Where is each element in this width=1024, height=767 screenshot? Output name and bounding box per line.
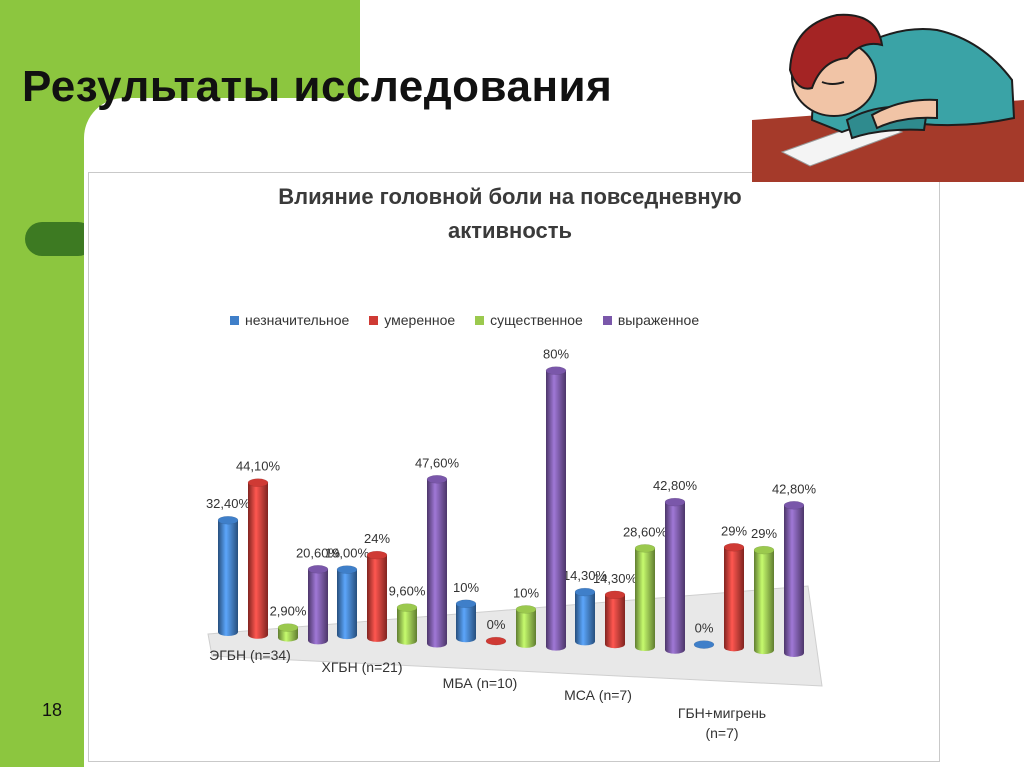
bar-3-1 xyxy=(604,590,626,649)
bar-3-2 xyxy=(634,544,656,652)
data-label: 24% xyxy=(364,531,390,546)
decorative-pill xyxy=(25,222,95,256)
data-label: 29% xyxy=(721,523,747,538)
legend-label-significant: существенное xyxy=(490,312,583,328)
chart-title: Влияние головной боли на повседневную ак… xyxy=(150,180,870,248)
bar-0-1 xyxy=(247,478,269,639)
category-label: ГБН+мигрень xyxy=(678,705,766,721)
bar-1-1 xyxy=(366,550,388,642)
legend-label-minor: незначительное xyxy=(245,312,350,328)
bar-0-2 xyxy=(277,623,299,642)
category-label: МБА (n=10) xyxy=(443,675,518,691)
data-label: 44,10% xyxy=(236,459,281,474)
bar-0-0 xyxy=(217,515,239,636)
bar-3-0 xyxy=(574,587,596,646)
legend-item-severe: выраженное xyxy=(602,312,700,328)
data-label: 42,80% xyxy=(772,481,817,496)
chart-title-line-1: Влияние головной боли на повседневную xyxy=(278,184,742,209)
green-side-strip xyxy=(0,0,84,767)
bar-2-2 xyxy=(515,605,537,648)
data-label: 0% xyxy=(695,621,714,636)
bar-4-0 xyxy=(693,640,715,649)
slide-title: Результаты исследования xyxy=(22,62,613,111)
legend-label-severe: выраженное xyxy=(617,312,700,328)
category-label: ЭГБН (n=34) xyxy=(209,647,291,663)
data-label: 42,80% xyxy=(653,478,698,493)
data-label: 14,30% xyxy=(593,571,638,586)
legend-item-significant: существенное xyxy=(475,312,583,328)
bar-2-3 xyxy=(545,366,567,651)
legend-swatch-moderate xyxy=(369,315,379,325)
data-label: 9,60% xyxy=(389,584,426,599)
bar-2-0 xyxy=(455,599,477,643)
chart-legend: незначительное умеренное существенное вы… xyxy=(230,312,699,328)
bar-1-2 xyxy=(396,603,418,645)
category-label: МСА (n=7) xyxy=(564,687,632,703)
bar-0-3 xyxy=(307,565,329,645)
data-label: 29% xyxy=(751,526,777,541)
bar-4-2 xyxy=(753,545,775,655)
data-label: 19,00% xyxy=(325,546,370,561)
legend-swatch-minor xyxy=(230,315,239,325)
data-label: 80% xyxy=(543,347,569,362)
bar-4-1 xyxy=(723,543,745,652)
chart-title-line-2: активность xyxy=(447,218,573,243)
bar-4-3 xyxy=(783,501,805,657)
data-label: 20,60% xyxy=(296,545,341,560)
data-label: 14,30% xyxy=(563,568,608,583)
page-number: 18 xyxy=(42,700,63,720)
data-label: 2,90% xyxy=(270,604,307,619)
legend-item-moderate: умеренное xyxy=(369,312,455,328)
bar-3-3 xyxy=(664,497,686,654)
data-label: 0% xyxy=(487,617,506,632)
category-label: ХГБН (n=21) xyxy=(322,659,403,675)
bar-1-3 xyxy=(426,475,448,648)
legend-label-moderate: умеренное xyxy=(384,312,456,328)
sleeping-person-icon xyxy=(752,13,1024,182)
legend-swatch-significant xyxy=(475,315,485,325)
bar-1-0 xyxy=(336,565,358,640)
data-label: 32,40% xyxy=(206,496,251,511)
data-label: 47,60% xyxy=(415,455,460,470)
bar-2-1 xyxy=(485,636,507,646)
category-label: (n=7) xyxy=(705,725,738,741)
legend-swatch-severe xyxy=(602,315,612,325)
legend-item-minor: незначительное xyxy=(230,312,349,328)
data-label: 10% xyxy=(453,580,479,595)
data-label: 10% xyxy=(513,585,539,600)
data-label: 28,60% xyxy=(623,524,668,539)
content-panel xyxy=(84,98,744,178)
